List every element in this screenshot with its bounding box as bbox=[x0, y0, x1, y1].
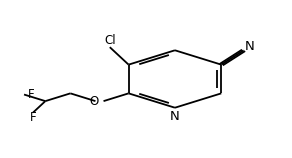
Text: Cl: Cl bbox=[104, 34, 116, 47]
Text: N: N bbox=[170, 110, 180, 123]
Text: F: F bbox=[28, 88, 34, 101]
Text: O: O bbox=[90, 95, 99, 108]
Text: F: F bbox=[30, 111, 36, 124]
Text: N: N bbox=[244, 40, 254, 53]
